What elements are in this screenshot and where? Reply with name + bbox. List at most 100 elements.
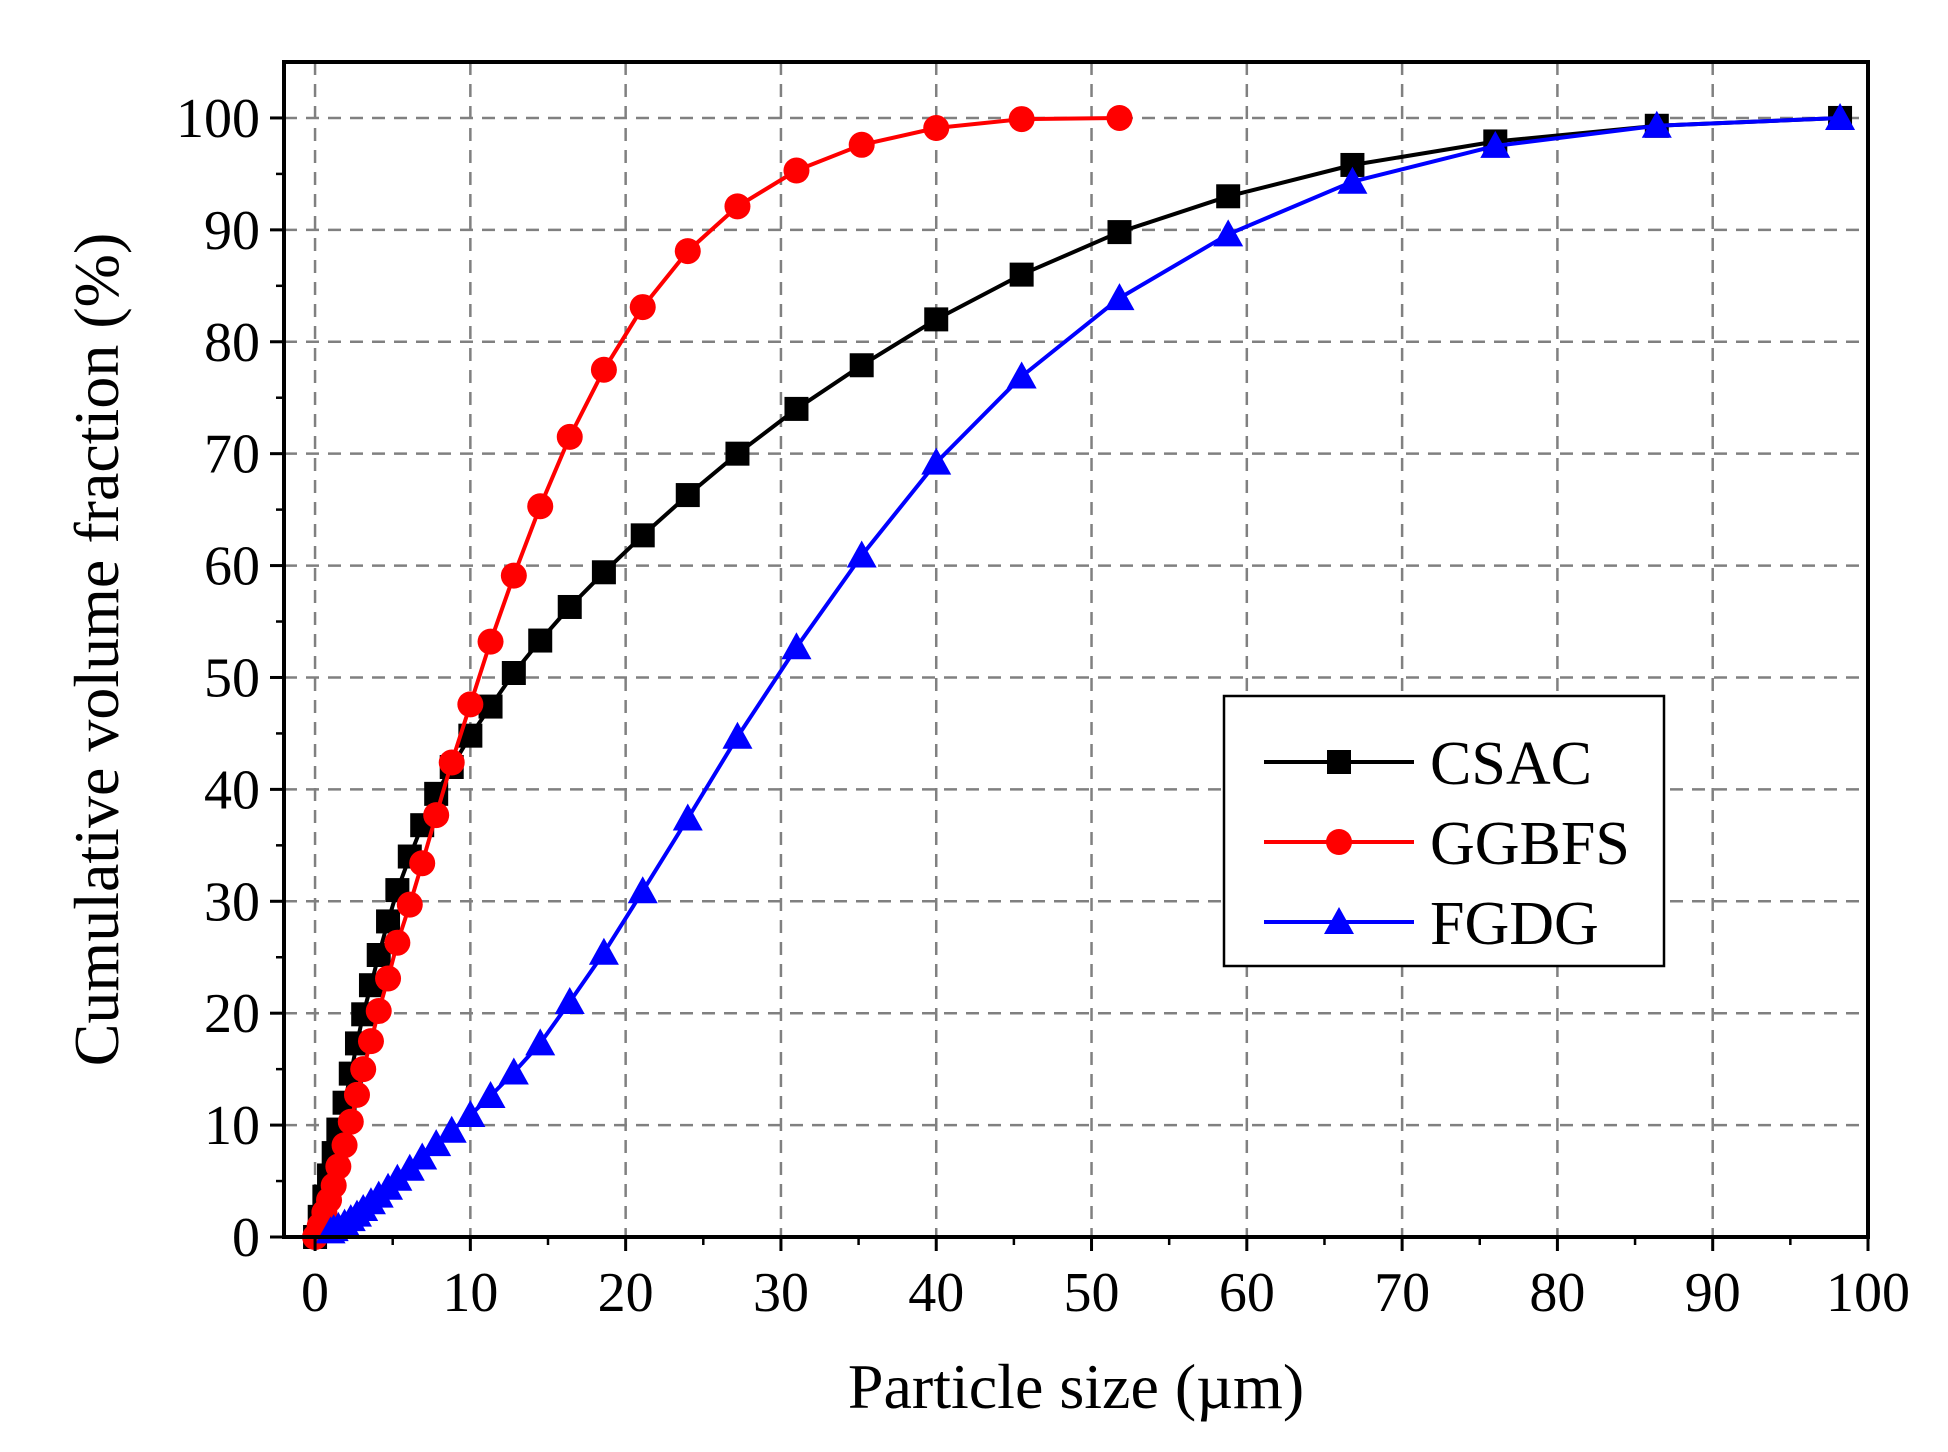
y-tick-label: 30: [204, 871, 260, 933]
csac-point: [376, 909, 401, 934]
csac-point: [725, 441, 750, 466]
y-tick-label: 80: [204, 312, 260, 374]
ggbfs-point: [477, 628, 504, 655]
csac-point: [557, 594, 582, 619]
fgdg-point: [1213, 219, 1244, 247]
legend: CSAC GGBFS FGDG: [1222, 694, 1666, 968]
x-tick-label: 70: [1374, 1262, 1430, 1324]
legend-item-csac: CSAC: [1264, 730, 1592, 798]
fgdg-point: [525, 1028, 556, 1056]
ggbfs-point: [396, 891, 423, 918]
fgdg-point: [421, 1129, 452, 1157]
ggbfs-point: [724, 193, 751, 220]
y-axis-title: Cumulative volume fraction (%): [61, 233, 132, 1067]
legend-marker-ggbfs: [1326, 829, 1352, 855]
x-tick-label: 100: [1826, 1262, 1910, 1324]
fgdg-point: [1825, 102, 1856, 130]
csac-point: [591, 560, 616, 585]
fgdg-point: [1006, 361, 1037, 389]
x-tick-label: 90: [1685, 1262, 1741, 1324]
ggbfs-point: [343, 1081, 370, 1108]
series-fgdg: [315, 102, 1856, 1244]
y-tick-label: 100: [176, 88, 260, 150]
ggbfs-point: [556, 423, 583, 450]
ggbfs-point: [500, 562, 527, 589]
csac-point: [630, 523, 655, 548]
y-tick-label: 40: [204, 759, 260, 821]
x-tick-labels: 0 10 20 30 40 50 60 70 80 90 100: [301, 1262, 1910, 1324]
fgdg-point: [921, 447, 952, 475]
fgdg-point: [722, 721, 753, 749]
x-tick-label: 0: [301, 1262, 329, 1324]
y-tick-label: 50: [204, 647, 260, 709]
fgdg-point: [475, 1081, 506, 1108]
ggbfs-point: [409, 850, 436, 877]
y-tick-label: 0: [232, 1207, 260, 1269]
csac-point: [1107, 220, 1132, 245]
ggbfs-point: [350, 1056, 377, 1083]
csac-point: [924, 307, 949, 332]
ggbfs-point: [674, 238, 701, 265]
csac-point: [1009, 262, 1034, 287]
fgdg-point: [846, 540, 877, 568]
axes-ticks: [270, 116, 1870, 1251]
x-tick-label: 60: [1219, 1262, 1275, 1324]
legend-entries: CSAC GGBFS FGDG: [1264, 730, 1630, 958]
fgdg-point: [1480, 130, 1511, 158]
x-tick-label: 50: [1064, 1262, 1120, 1324]
csac-point: [528, 628, 553, 653]
fgdg-point: [455, 1100, 486, 1128]
y-tick-label: 10: [204, 1095, 260, 1157]
x-tick-label: 30: [753, 1262, 809, 1324]
legend-label-fgdg: FGDG: [1430, 890, 1599, 958]
y-tick-label: 20: [204, 983, 260, 1045]
y-tick-labels: 0 10 20 30 40 50 60 70 80 90 100: [176, 88, 260, 1269]
legend-marker-fgdg: [1324, 907, 1354, 934]
fgdg-point: [1104, 283, 1135, 311]
ggbfs-point: [365, 997, 392, 1024]
csac-point: [501, 661, 526, 685]
ggbfs-point: [438, 749, 465, 776]
x-tick-label: 20: [598, 1262, 654, 1324]
csac-point: [849, 353, 874, 378]
ggbfs-point: [527, 493, 554, 520]
series-ggbfs: [302, 104, 1133, 1250]
fgdg-point: [1337, 166, 1368, 194]
csac-point: [675, 483, 700, 508]
ggbfs-point: [590, 356, 617, 383]
fgdg-point: [1641, 110, 1672, 138]
ggbfs-point: [375, 965, 402, 992]
csac-point: [784, 396, 809, 421]
y-tick-label: 60: [204, 536, 260, 598]
ggbfs-point: [357, 1028, 384, 1055]
fgdg-point: [588, 937, 619, 965]
legend-item-ggbfs: GGBFS: [1264, 810, 1630, 878]
ggbfs-point: [423, 802, 450, 829]
legend-marker-csac: [1327, 750, 1351, 774]
x-axis-title: Particle size (µm): [848, 1351, 1304, 1422]
x-tick-label: 40: [908, 1262, 964, 1324]
ggbfs-point: [325, 1153, 352, 1180]
legend-label-ggbfs: GGBFS: [1430, 810, 1630, 878]
ggbfs-point: [1106, 104, 1133, 131]
fgdg-point: [781, 632, 812, 660]
ggbfs-point: [783, 157, 810, 184]
x-tick-label: 10: [442, 1262, 498, 1324]
fgdg-point: [498, 1057, 529, 1085]
series-layer: [302, 102, 1856, 1250]
fgdg-point: [672, 803, 703, 831]
y-tick-label: 70: [204, 424, 260, 486]
ggbfs-point: [848, 131, 875, 158]
fgdg-point: [627, 876, 658, 904]
grid: [284, 62, 1870, 1239]
ggbfs-point: [331, 1132, 358, 1159]
ggbfs-point: [457, 691, 484, 718]
csac-point: [1216, 184, 1241, 209]
fgdg-point: [554, 987, 585, 1014]
ggbfs-point: [923, 115, 950, 142]
plot-frame: [282, 60, 1870, 1239]
legend-item-fgdg: FGDG: [1264, 890, 1599, 958]
ggbfs-point: [337, 1108, 364, 1135]
legend-label-csac: CSAC: [1430, 730, 1592, 798]
